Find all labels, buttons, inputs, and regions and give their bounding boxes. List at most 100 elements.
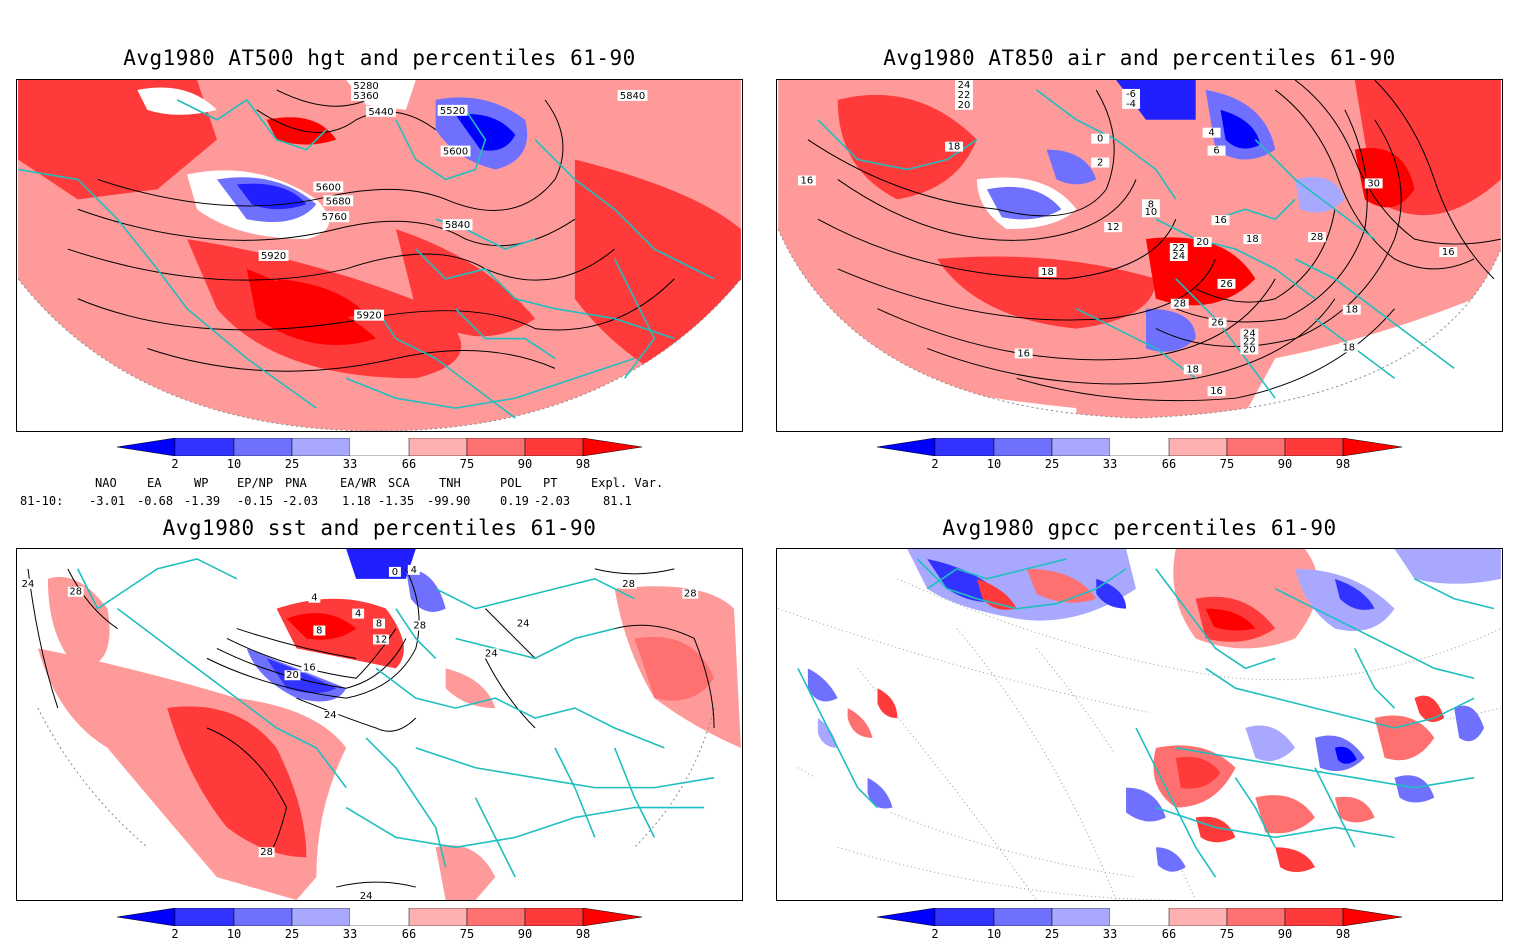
svg-text:5520: 5520: [440, 106, 465, 117]
svg-text:2: 2: [1097, 158, 1103, 169]
contour-label: 16: [1207, 386, 1226, 397]
contour-label: 18: [1342, 305, 1361, 316]
svg-text:5920: 5920: [356, 311, 381, 322]
svg-text:6: 6: [1213, 146, 1219, 157]
svg-text:5680: 5680: [326, 196, 351, 207]
colorbar-label: 2: [931, 927, 939, 941]
colorbar-label: 25: [284, 927, 300, 941]
svg-text:16: 16: [1214, 215, 1227, 226]
svg-text:28: 28: [260, 847, 273, 858]
colorbar-label: 66: [1161, 457, 1177, 471]
colorbar-label: 75: [459, 457, 475, 471]
contour-label: 28: [258, 847, 275, 858]
contour-label: 6: [1207, 146, 1226, 157]
index-value: -0.15: [237, 494, 274, 508]
svg-text:-6: -6: [1126, 89, 1136, 100]
contour-label: 0: [388, 567, 401, 578]
contour-label: 4: [1202, 128, 1221, 139]
index-value: 1.18: [342, 494, 371, 508]
colorbar-label: 75: [459, 927, 475, 941]
svg-text:5920: 5920: [261, 251, 286, 262]
colorbar-label: 66: [401, 457, 417, 471]
panel-title-gpcc: Avg1980 gpcc percentiles 61-90: [942, 516, 1337, 540]
svg-text:26: 26: [1211, 318, 1224, 329]
contour-label: 20: [955, 100, 973, 111]
svg-text:12: 12: [375, 634, 388, 645]
contour-label: 28: [682, 589, 699, 600]
contour-label: 16: [301, 662, 318, 673]
colorbar-label: 25: [1044, 927, 1060, 941]
index-header: EA: [147, 476, 162, 490]
svg-text:24: 24: [22, 579, 35, 590]
index-value: -2.03: [282, 494, 319, 508]
colorbar-label: 10: [986, 927, 1002, 941]
colorbar-label: 33: [342, 927, 358, 941]
colorbar-label: 2: [171, 927, 179, 941]
colorbar-label: 98: [1335, 457, 1351, 471]
index-header: PNA: [285, 476, 307, 490]
contour-label: 5680: [323, 195, 354, 207]
svg-text:4: 4: [1208, 128, 1214, 139]
contour-label: 28: [1170, 299, 1189, 310]
contour-label: 8: [373, 619, 385, 630]
colorbar-label: 90: [517, 927, 533, 941]
contour-label: 22: [1240, 336, 1259, 347]
index-value: -99.90: [427, 494, 471, 508]
contour-label: 26: [1208, 318, 1227, 329]
colorbar-label: 33: [1102, 457, 1118, 471]
svg-text:4: 4: [355, 609, 361, 620]
contour-label: 28: [411, 621, 428, 632]
contour-label: 4: [352, 609, 365, 620]
svg-text:24: 24: [1243, 329, 1256, 340]
contour-label: 30: [1364, 178, 1383, 189]
colorbar-label: 75: [1219, 927, 1235, 941]
contour-label: -6: [1122, 89, 1140, 100]
panel-title-air850: Avg1980 AT850 air and percentiles 61-90: [883, 46, 1396, 70]
contour-label: 5520: [437, 104, 468, 117]
svg-text:12: 12: [1107, 222, 1120, 233]
index-header: WP: [194, 476, 209, 490]
panel-title-sst: Avg1980 sst and percentiles 61-90: [162, 516, 597, 540]
svg-text:18: 18: [1041, 267, 1054, 278]
contour-label: 24: [515, 619, 532, 630]
map-gpcc-graphic: [777, 549, 1502, 900]
colorbar-hgt500: 2 10 25 33 66 75 90 98: [117, 438, 647, 478]
svg-text:20: 20: [286, 670, 299, 681]
colorbar-label: 25: [284, 457, 300, 471]
contour-label: 2: [1091, 158, 1110, 169]
index-value: 81.1: [603, 494, 632, 508]
contour-label: 18: [945, 142, 964, 153]
svg-text:28: 28: [1173, 299, 1186, 310]
contour-label: -4: [1122, 99, 1140, 110]
svg-text:28: 28: [622, 579, 635, 590]
svg-text:24: 24: [485, 648, 498, 659]
contour-label: 5760: [319, 211, 350, 223]
svg-text:18: 18: [1342, 342, 1355, 353]
contour-label: 5440: [366, 105, 396, 118]
index-header: POL: [500, 476, 522, 490]
contour-label: 28: [67, 587, 84, 598]
colorbar-label: 10: [986, 457, 1002, 471]
index-header: NAO: [95, 476, 117, 490]
contour-label: 24: [483, 648, 500, 659]
contour-label: 24: [955, 80, 973, 91]
svg-text:5840: 5840: [620, 91, 645, 102]
index-header: EP/NP: [237, 476, 274, 490]
svg-text:5600: 5600: [316, 182, 341, 193]
contour-label: 5360: [351, 89, 381, 102]
contour-label: 5840: [617, 89, 648, 102]
contour-label: 10: [1141, 207, 1160, 218]
svg-text:4: 4: [311, 593, 317, 604]
svg-text:8: 8: [1148, 199, 1154, 210]
contour-label: 12: [1104, 222, 1123, 233]
colorbar-label: 10: [226, 927, 242, 941]
map-hgt500-graphic: 5280 5360 5440 5520 5600 5600 5680 5760 …: [17, 80, 742, 431]
svg-text:-4: -4: [1126, 99, 1136, 110]
colorbar-label: 75: [1219, 457, 1235, 471]
map-sst: 24 28 4 8 12 16 20 24 28 24 28 28 24 24 …: [16, 548, 743, 901]
contour-label: 16: [1014, 348, 1033, 359]
contour-label: 20: [1240, 344, 1259, 355]
svg-text:30: 30: [1367, 178, 1380, 189]
contour-label: 24: [358, 891, 375, 900]
contour-label: 0: [1091, 134, 1110, 145]
